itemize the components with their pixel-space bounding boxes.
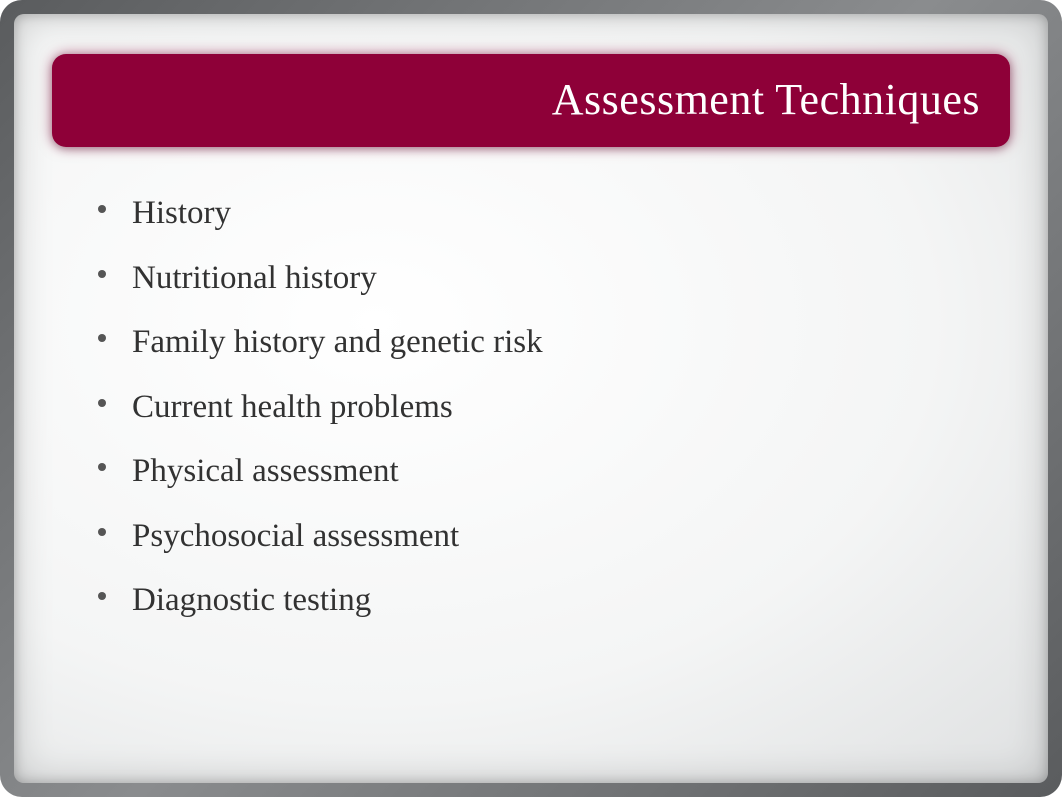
content-area: History Nutritional history Family histo… bbox=[46, 147, 1016, 633]
list-item: Current health problems bbox=[94, 375, 1006, 440]
list-item: History bbox=[94, 181, 1006, 246]
list-item: Physical assessment bbox=[94, 439, 1006, 504]
slide-frame: Assessment Techniques History Nutritiona… bbox=[0, 0, 1062, 797]
slide-title: Assessment Techniques bbox=[552, 75, 980, 124]
list-item: Nutritional history bbox=[94, 246, 1006, 311]
bullet-list: History Nutritional history Family histo… bbox=[94, 181, 1006, 633]
list-item: Family history and genetic risk bbox=[94, 310, 1006, 375]
title-bar: Assessment Techniques bbox=[52, 54, 1010, 147]
slide-inner: Assessment Techniques History Nutritiona… bbox=[14, 14, 1048, 783]
list-item: Psychosocial assessment bbox=[94, 504, 1006, 569]
list-item: Diagnostic testing bbox=[94, 568, 1006, 633]
